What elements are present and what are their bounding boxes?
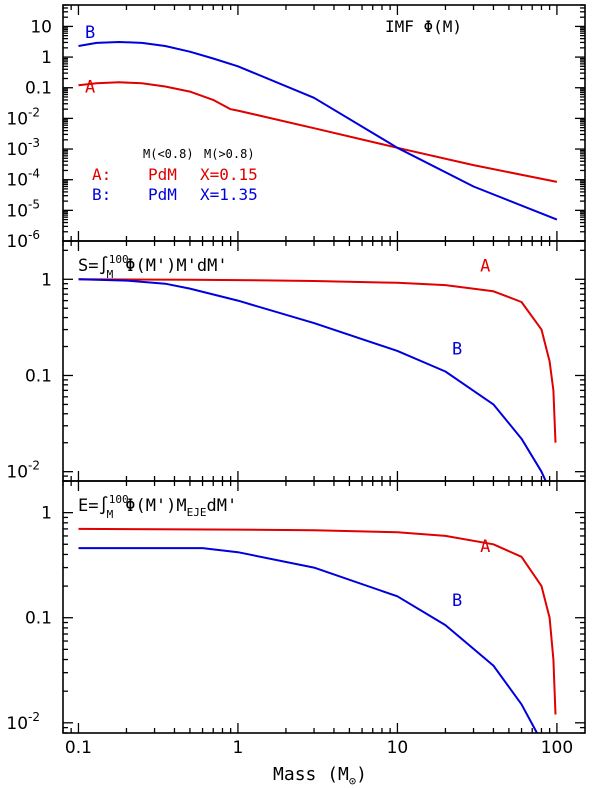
series-line-B <box>78 41 558 221</box>
series-label-A: A <box>480 257 490 277</box>
panels: 10 1 0.1 10-2 10-3 10-4 10-5 10-6 A B IMF Φ(M) M(<0… <box>6 4 586 758</box>
legend-row-col1: PdM <box>148 185 177 204</box>
y-tick-label: 10-2 <box>6 710 40 734</box>
y-tick-label: 10-3 <box>6 136 40 160</box>
panel-title: E=∫100 M Φ(M')MEJEdM' <box>78 493 237 521</box>
x-tick-label: 1 <box>233 738 244 758</box>
legend-row-col2: X=0.15 <box>200 165 258 184</box>
legend-row-label: B: <box>92 185 111 204</box>
x-tick-label: 10 <box>387 738 409 758</box>
series-line-A <box>78 527 557 715</box>
series-line-B <box>78 278 547 482</box>
panel-title: IMF Φ(M) <box>385 17 462 36</box>
panel-title: S=∫100 M Φ(M')M'dM' <box>78 253 228 281</box>
y-tick-label: 1 <box>41 48 52 68</box>
x-tick-label: 100 <box>541 738 573 758</box>
x-axis-label: Mass (M⊙) <box>273 764 367 788</box>
series-label-A: A <box>480 537 490 557</box>
legend-col2-header: M(>0.8) <box>204 147 255 161</box>
y-tick-label: 10-5 <box>6 197 40 221</box>
panel-1: 10 1 0.1 10-2 10-3 10-4 10-5 10-6 A B IMF Φ(M) M(<0… <box>6 4 586 252</box>
panel-frame <box>62 240 586 482</box>
y-tick-label: 10-2 <box>6 105 40 129</box>
series-label-A: A <box>85 77 95 97</box>
legend-row-col2: X=1.35 <box>200 185 258 204</box>
legend-col1-header: M(<0.8) <box>143 147 194 161</box>
y-tick-label: 1 <box>41 504 52 524</box>
y-tick-label: 10-2 <box>6 459 40 483</box>
panel-frame <box>62 480 586 734</box>
series-line-B <box>78 547 538 734</box>
y-tick-label: 0.1 <box>25 366 52 386</box>
y-tick-label: 1 <box>41 270 52 290</box>
y-tick-label: 10-4 <box>6 167 40 191</box>
series-label-B: B <box>85 23 95 43</box>
y-tick-label: 0.1 <box>25 79 52 99</box>
panel-2: 1 0.1 10-2 A B S=∫100 M Φ(M')M'dM' <box>6 240 586 483</box>
legend-row-label: A: <box>92 165 111 184</box>
x-tick-label: 0.1 <box>65 738 92 758</box>
series-label-B: B <box>452 340 462 360</box>
y-tick-label: 10 <box>30 17 52 37</box>
panel-frame <box>62 4 586 242</box>
y-tick-label: 10-6 <box>6 228 40 252</box>
legend-row-col1: PdM <box>148 165 177 184</box>
series-label-B: B <box>452 591 462 611</box>
series-line-A <box>78 278 557 443</box>
panel-3: 1 0.1 10-2 A B E=∫100 M Φ(M')MEJEdM' 0.1 1 10 100 <box>6 480 586 758</box>
y-tick-label: 0.1 <box>25 609 52 629</box>
